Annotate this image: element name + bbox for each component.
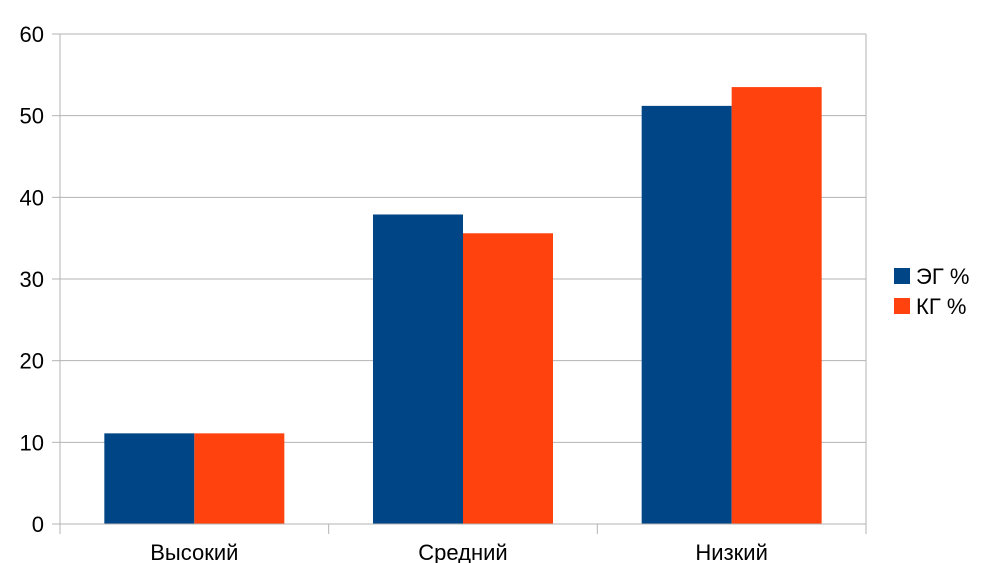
y-tick-label: 50 <box>20 104 44 129</box>
legend-swatch-1 <box>894 268 910 284</box>
bar-1-2 <box>373 214 463 524</box>
x-tick-label: Высокий <box>150 540 238 563</box>
legend: ЭГ % КГ % <box>894 264 969 319</box>
bars <box>104 87 821 524</box>
legend-label-2: КГ % <box>916 294 966 319</box>
bar-1-1 <box>104 433 194 524</box>
legend-label-1: ЭГ % <box>916 264 969 289</box>
y-tick-label: 0 <box>32 512 44 537</box>
y-tick-label: 20 <box>20 349 44 374</box>
y-tick-label: 30 <box>20 267 44 292</box>
y-tick-labels: 0 10 20 30 40 50 60 <box>20 22 44 537</box>
bar-2-1 <box>194 433 284 524</box>
bar-1-3 <box>642 106 732 524</box>
y-tick-label: 60 <box>20 22 44 47</box>
legend-swatch-2 <box>894 298 910 314</box>
x-tick-label: Средний <box>418 540 507 563</box>
x-tick-label: Низкий <box>695 540 767 563</box>
bar-2-3 <box>732 87 822 524</box>
y-tick-label: 10 <box>20 430 44 455</box>
bar-2-2 <box>463 233 553 524</box>
y-tick-label: 40 <box>20 185 44 210</box>
x-tick-labels: Высокий Средний Низкий <box>150 540 768 563</box>
